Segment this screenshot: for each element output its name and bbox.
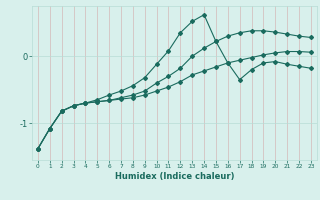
X-axis label: Humidex (Indice chaleur): Humidex (Indice chaleur) bbox=[115, 172, 234, 181]
